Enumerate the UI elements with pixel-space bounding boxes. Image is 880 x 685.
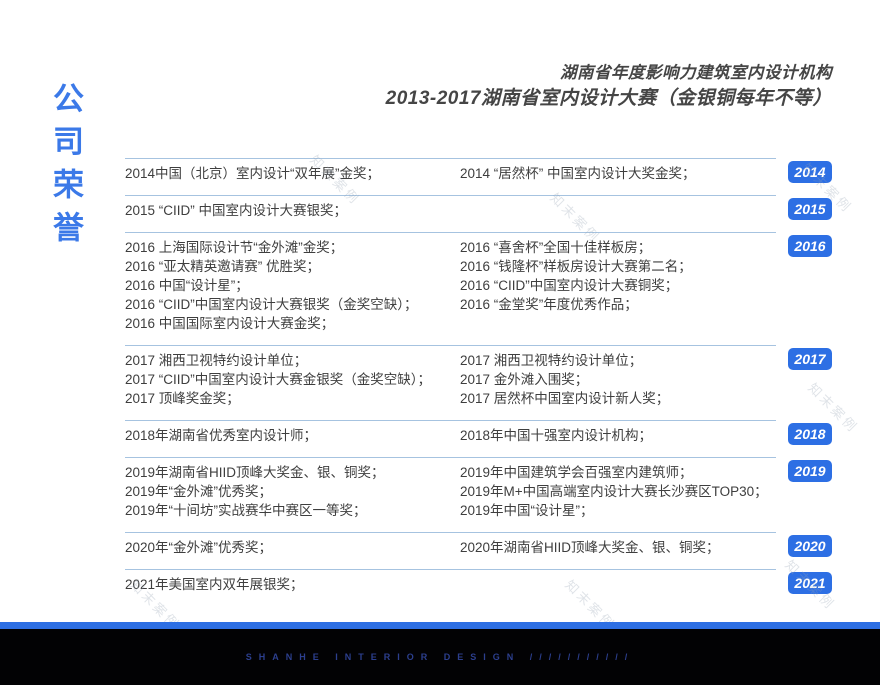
awards-column-left: 2021年美国室内双年展银奖；: [125, 575, 460, 594]
awards-column-left: 2019年湖南省HIID顶峰大奖金、银、铜奖； 2019年“金外滩”优秀奖； 201…: [125, 463, 460, 520]
award-block-2019: 2019 2019年湖南省HIID顶峰大奖金、银、铜奖； 2019年“金外滩”优秀奖…: [125, 457, 832, 532]
award-item: 2016 “CIID”中国室内设计大赛银奖（金奖空缺）；: [125, 297, 418, 312]
divider-line: [125, 158, 776, 159]
award-item: 2016 “喜舍杯”全国十佳样板房；: [460, 240, 652, 255]
award-item: 2016 “钱隆杯”样板房设计大赛第二名；: [460, 259, 692, 274]
year-badge: 2018: [788, 423, 832, 445]
awards-column-right: 2016 “喜舍杯”全国十佳样板房； 2016 “钱隆杯”样板房设计大赛第二名； 2…: [460, 238, 832, 333]
award-item: 2016 “CIID”中国室内设计大赛铜奖；: [460, 278, 679, 293]
footer-accent-stripe: [0, 622, 880, 629]
award-block-2020: 2020 2020年“金外滩”优秀奖； 2020年湖南省HIID顶峰大奖金、银、铜奖…: [125, 532, 832, 569]
award-item: 2016 “金堂奖”年度优秀作品；: [460, 297, 638, 312]
award-item: 2020年“金外滩”优秀奖；: [125, 540, 273, 555]
divider-line: [125, 195, 776, 196]
year-badge: 2021: [788, 572, 832, 594]
awards-column-right: 2014 “居然杯” 中国室内设计大奖金奖；: [460, 164, 832, 183]
award-item: 2016 上海国际设计节“金外滩”金奖；: [125, 240, 344, 255]
award-block-2017: 2017 2017 湘西卫视特约设计单位； 2017 “CIID”中国室内设计大赛金…: [125, 345, 832, 420]
awards-column-right: 2020年湖南省HIID顶峰大奖金、银、铜奖；: [460, 538, 832, 557]
award-item: 2019年“金外滩”优秀奖；: [125, 484, 273, 499]
award-item: 2018年湖南省优秀室内设计师；: [125, 428, 318, 443]
award-item: 2019年M+中国高端室内设计大赛长沙赛区TOP30；: [460, 484, 768, 499]
divider-line: [125, 232, 776, 233]
page-title-vertical: 公司荣誉: [48, 82, 83, 254]
award-item: 2021年美国室内双年展银奖；: [125, 577, 304, 592]
awards-column-right: [460, 575, 832, 594]
year-badge: 2017: [788, 348, 832, 370]
award-item: 2016 中国“设计星”；: [125, 278, 249, 293]
year-badge: 2019: [788, 460, 832, 482]
year-badge: 2020: [788, 535, 832, 557]
award-item: 2019年中国“设计星”；: [460, 503, 594, 518]
award-item: 2015 “CIID” 中国室内设计大赛银奖；: [125, 203, 348, 218]
award-item: 2019年“十间坊”实战赛华中赛区一等奖；: [125, 503, 367, 518]
footer-bar: SHANHE INTERIOR DESIGN ///////////: [0, 629, 880, 685]
award-item: 2019年湖南省HIID顶峰大奖金、银、铜奖；: [125, 465, 385, 480]
award-item: 2017 湘西卫视特约设计单位；: [125, 353, 308, 368]
year-badge: 2016: [788, 235, 832, 257]
divider-line: [125, 532, 776, 533]
award-item: 2017 金外滩入围奖；: [460, 372, 589, 387]
award-block-2014: 2014 2014中国（北京）室内设计“双年展”金奖； 2014 “居然杯” 中国室…: [125, 158, 832, 195]
awards-column-left: 2015 “CIID” 中国室内设计大赛银奖；: [125, 201, 460, 220]
award-item: 2017 顶峰奖金奖；: [125, 391, 240, 406]
header-line-2: 2013-2017湖南省室内设计大赛（金银铜每年不等）: [385, 88, 832, 109]
awards-list: 2014 2014中国（北京）室内设计“双年展”金奖； 2014 “居然杯” 中国室…: [125, 158, 832, 606]
award-block-2021: 2021 2021年美国室内双年展银奖；: [125, 569, 832, 606]
award-item: 2017 居然杯中国室内设计新人奖；: [460, 391, 670, 406]
year-badge: 2015: [788, 198, 832, 220]
page-header: 湖南省年度影响力建筑室内设计机构 2013-2017湖南省室内设计大赛（金银铜每…: [386, 62, 832, 112]
award-item: 2016 “亚太精英邀请赛” 优胜奖；: [125, 259, 321, 274]
award-item: 2020年湖南省HIID顶峰大奖金、银、铜奖；: [460, 540, 720, 555]
awards-column-left: 2020年“金外滩”优秀奖；: [125, 538, 460, 557]
awards-column-right: 2018年中国十强室内设计机构；: [460, 426, 832, 445]
divider-line: [125, 569, 776, 570]
year-badge: 2014: [788, 161, 832, 183]
award-item: 2016 中国国际室内设计大赛金奖；: [125, 316, 335, 331]
awards-column-left: 2016 上海国际设计节“金外滩”金奖； 2016 “亚太精英邀请赛” 优胜奖； 2…: [125, 238, 460, 333]
award-block-2016: 2016 2016 上海国际设计节“金外滩”金奖； 2016 “亚太精英邀请赛” 优…: [125, 232, 832, 345]
award-item: 2018年中国十强室内设计机构；: [460, 428, 653, 443]
award-block-2015: 2015 2015 “CIID” 中国室内设计大赛银奖；: [125, 195, 832, 232]
header-line-1: 湖南省年度影响力建筑室内设计机构: [560, 64, 832, 82]
award-item: 2017 湘西卫视特约设计单位；: [460, 353, 643, 368]
divider-line: [125, 420, 776, 421]
award-item: 2019年中国建筑学会百强室内建筑师；: [460, 465, 693, 480]
awards-column-left: 2017 湘西卫视特约设计单位； 2017 “CIID”中国室内设计大赛金银奖（金…: [125, 351, 460, 408]
awards-column-right: [460, 201, 832, 220]
divider-line: [125, 457, 776, 458]
awards-column-left: 2014中国（北京）室内设计“双年展”金奖；: [125, 164, 460, 183]
footer-brand-text: SHANHE INTERIOR DESIGN ///////////: [245, 652, 635, 662]
awards-column-right: 2019年中国建筑学会百强室内建筑师； 2019年M+中国高端室内设计大赛长沙赛区…: [460, 463, 832, 520]
divider-line: [125, 345, 776, 346]
award-item: 2014 “居然杯” 中国室内设计大奖金奖；: [460, 166, 696, 181]
awards-column-right: 2017 湘西卫视特约设计单位； 2017 金外滩入围奖； 2017 居然杯中国室内…: [460, 351, 832, 408]
award-item: 2017 “CIID”中国室内设计大赛金银奖（金奖空缺）；: [125, 372, 432, 387]
award-item: 2014中国（北京）室内设计“双年展”金奖；: [125, 166, 381, 181]
award-block-2018: 2018 2018年湖南省优秀室内设计师； 2018年中国十强室内设计机构；: [125, 420, 832, 457]
awards-column-left: 2018年湖南省优秀室内设计师；: [125, 426, 460, 445]
